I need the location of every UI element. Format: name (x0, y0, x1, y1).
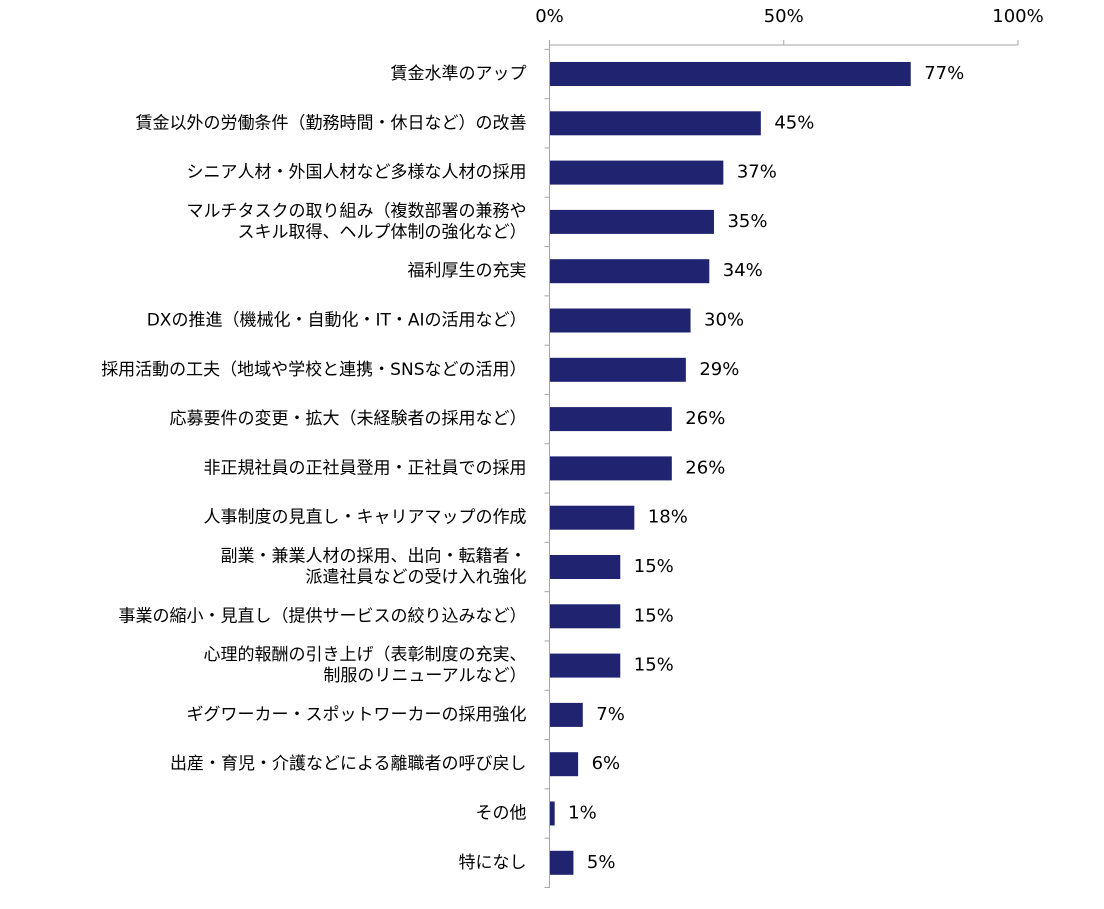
bar (550, 308, 691, 333)
category-label: 採用活動の工夫（地域や学校と連携・SNSなどの活用） (101, 360, 526, 380)
bar (550, 702, 583, 727)
category-label: DXの推進（機械化・自動化・IT・AIの活用など） (147, 311, 527, 331)
category-label: 心理的報酬の引き上げ（表彰制度の充実、制服のリニューアルなど） (204, 645, 527, 686)
category-label-line: 応募要件の変更・拡大（未経験者の採用など） (170, 409, 527, 429)
bar (550, 653, 621, 678)
category-label: ギグワーカー・スポットワーカーの採用強化 (187, 705, 527, 725)
category-label: 特になし (459, 853, 527, 873)
category-label-line: 賃金水準のアップ (391, 64, 527, 84)
category-label-line: マルチタスクの取り組み（複数部署の兼務や (187, 201, 527, 221)
bar (550, 555, 621, 579)
category-label: 応募要件の変更・拡大（未経験者の採用など） (170, 409, 527, 429)
bar (550, 357, 686, 382)
category-label: 副業・兼業人材の採用、出向・転籍者・派遣社員などの受け入れ強化 (221, 547, 527, 588)
data-label: 37% (737, 162, 777, 183)
bar (550, 801, 555, 826)
category-label-line: スキル取得、ヘルプ体制の強化など） (238, 222, 527, 242)
category-label: 福利厚生の充実 (408, 261, 527, 281)
bar (550, 850, 574, 875)
category-label-line: 出産・育児・介護などによる離職者の呼び戻し (170, 754, 527, 774)
data-label: 18% (648, 507, 688, 528)
category-label-line: 福利厚生の充実 (408, 261, 527, 281)
data-label: 29% (699, 359, 739, 380)
bar (550, 209, 714, 234)
data-label: 15% (634, 556, 674, 577)
category-label-line: その他 (476, 804, 527, 824)
x-tick-label: 50% (764, 6, 804, 27)
data-label: 30% (704, 310, 744, 331)
category-label-line: 副業・兼業人材の採用、出向・転籍者・ (221, 547, 527, 567)
data-label: 45% (774, 112, 814, 133)
data-label: 1% (568, 803, 597, 824)
data-label: 26% (685, 408, 725, 429)
category-label-line: シニア人材・外国人材など多様な人材の採用 (187, 163, 527, 183)
category-label-line: 特になし (459, 853, 527, 873)
category-label: シニア人材・外国人材など多様な人材の採用 (187, 163, 527, 183)
data-label: 7% (596, 704, 625, 725)
category-label-line: DXの推進（機械化・自動化・IT・AIの活用など） (147, 311, 527, 331)
data-label: 6% (592, 753, 621, 774)
data-label: 35% (727, 211, 767, 232)
data-label: 15% (634, 655, 674, 676)
category-label: 非正規社員の正社員登用・正社員での採用 (204, 458, 527, 478)
category-label-line: 制服のリニューアルなど） (323, 666, 526, 686)
category-label-line: 賃金以外の労働条件（勤務時間・休日など）の改善 (136, 113, 527, 133)
category-label-line: 心理的報酬の引き上げ（表彰制度の充実、 (204, 645, 527, 665)
category-label: マルチタスクの取り組み（複数部署の兼務やスキル取得、ヘルプ体制の強化など） (187, 201, 527, 242)
data-label: 5% (587, 852, 616, 873)
x-tick-label: 100% (992, 6, 1043, 27)
bar (550, 160, 724, 185)
bar (550, 604, 621, 629)
bar (550, 752, 579, 777)
category-label-line: 人事制度の見直し・キャリアマップの作成 (204, 508, 527, 528)
bar (550, 259, 710, 284)
category-label: 賃金水準のアップ (391, 64, 527, 84)
category-label-line: ギグワーカー・スポットワーカーの採用強化 (187, 705, 527, 725)
bar (550, 505, 635, 530)
category-label-line: 事業の縮小・見直し（提供サービスの絞り込みなど） (119, 606, 527, 626)
bar (550, 111, 761, 136)
category-label: 出産・育児・介護などによる離職者の呼び戻し (170, 754, 527, 774)
data-label: 34% (723, 260, 763, 281)
data-label: 77% (924, 63, 964, 84)
category-label: 賃金以外の労働条件（勤務時間・休日など）の改善 (136, 113, 527, 133)
bar (550, 407, 672, 432)
category-label-line: 非正規社員の正社員登用・正社員での採用 (204, 458, 527, 478)
bar (550, 456, 672, 481)
data-label: 26% (685, 457, 725, 478)
data-label: 15% (634, 605, 674, 626)
category-label-line: 採用活動の工夫（地域や学校と連携・SNSなどの活用） (101, 360, 526, 380)
category-label-line: 派遣社員などの受け入れ強化 (306, 568, 527, 588)
category-label: その他 (476, 804, 527, 824)
x-tick-label: 0% (535, 6, 564, 27)
category-label: 人事制度の見直し・キャリアマップの作成 (204, 508, 527, 528)
bar (550, 62, 911, 86)
category-label: 事業の縮小・見直し（提供サービスの絞り込みなど） (119, 606, 527, 626)
